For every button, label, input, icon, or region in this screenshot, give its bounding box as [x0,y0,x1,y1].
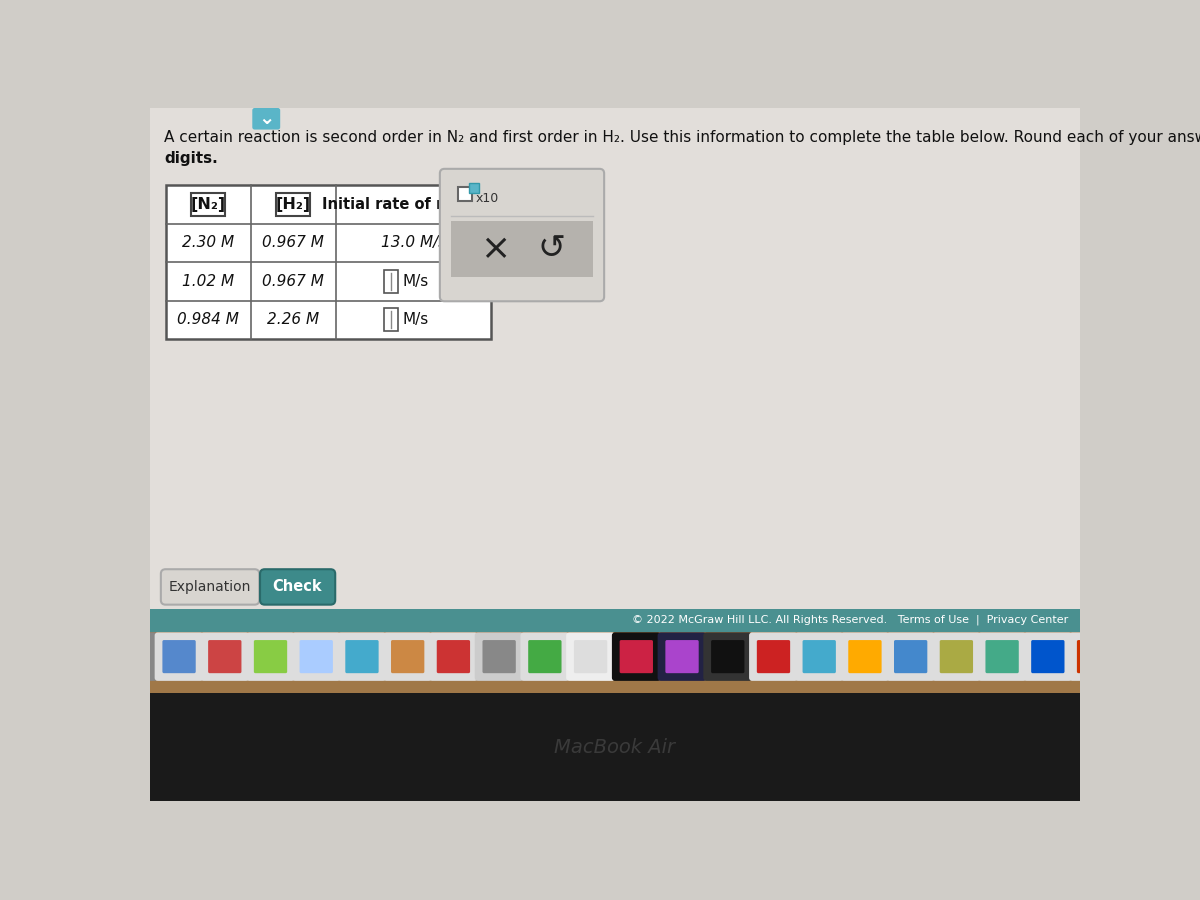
FancyBboxPatch shape [337,633,386,681]
FancyBboxPatch shape [794,633,844,681]
FancyBboxPatch shape [574,640,607,673]
Text: 0.984 M: 0.984 M [178,312,239,328]
Text: Check: Check [272,580,322,594]
Text: digits.: digits. [164,151,217,166]
Text: MacBook Air: MacBook Air [554,738,676,757]
Bar [150,108,1080,608]
FancyBboxPatch shape [1076,640,1110,673]
FancyBboxPatch shape [276,193,311,216]
Text: M/s: M/s [403,312,428,328]
FancyBboxPatch shape [985,640,1019,673]
FancyBboxPatch shape [940,640,973,673]
FancyBboxPatch shape [116,640,150,673]
Text: [H₂]: [H₂] [276,197,311,211]
FancyBboxPatch shape [932,633,980,681]
FancyBboxPatch shape [162,640,196,673]
Bar [150,693,1080,801]
Bar [451,221,593,276]
Text: ↺: ↺ [538,232,565,266]
FancyBboxPatch shape [528,640,562,673]
FancyBboxPatch shape [1031,640,1064,673]
Bar [458,187,473,202]
Text: 13.0 M/s: 13.0 M/s [380,235,446,250]
FancyBboxPatch shape [109,633,157,681]
Text: 2.30 M: 2.30 M [182,235,234,250]
FancyBboxPatch shape [712,640,744,673]
FancyBboxPatch shape [475,633,523,681]
Bar [150,608,1080,632]
Text: 2.26 M: 2.26 M [268,312,319,328]
FancyBboxPatch shape [757,640,790,673]
FancyBboxPatch shape [619,640,653,673]
FancyBboxPatch shape [840,633,889,681]
Text: M/s: M/s [403,274,428,289]
Text: A certain reaction is second order in N₂ and first order in H₂. Use this informa: A certain reaction is second order in N₂… [164,130,1200,145]
FancyBboxPatch shape [437,640,470,673]
FancyBboxPatch shape [300,640,332,673]
Text: 0.967 M: 0.967 M [263,274,324,289]
FancyBboxPatch shape [482,640,516,673]
Text: Initial rate of reaction: Initial rate of reaction [323,197,505,211]
FancyBboxPatch shape [658,633,707,681]
Text: x10: x10 [475,192,499,204]
FancyBboxPatch shape [346,640,379,673]
FancyBboxPatch shape [703,633,752,681]
Text: Explanation: Explanation [168,580,251,594]
FancyBboxPatch shape [200,633,250,681]
FancyBboxPatch shape [612,633,661,681]
Bar [384,270,398,292]
FancyBboxPatch shape [292,633,341,681]
Text: ×: × [480,232,510,266]
FancyBboxPatch shape [1069,633,1118,681]
FancyBboxPatch shape [894,640,928,673]
FancyBboxPatch shape [848,640,882,673]
Text: © 2022 McGraw Hill LLC. All Rights Reserved.   Terms of Use  |  Privacy Center: © 2022 McGraw Hill LLC. All Rights Reser… [632,615,1068,626]
FancyBboxPatch shape [252,108,281,130]
Bar [150,632,1080,693]
Bar [384,308,398,331]
FancyBboxPatch shape [254,640,287,673]
Text: ⌄: ⌄ [258,109,275,129]
Text: 0.967 M: 0.967 M [263,235,324,250]
Bar [166,185,491,339]
FancyBboxPatch shape [191,193,226,216]
FancyBboxPatch shape [1024,633,1073,681]
FancyBboxPatch shape [887,633,935,681]
FancyBboxPatch shape [260,569,335,605]
FancyBboxPatch shape [665,640,698,673]
FancyBboxPatch shape [749,633,798,681]
FancyBboxPatch shape [978,633,1026,681]
Bar [469,184,479,193]
FancyBboxPatch shape [430,633,478,681]
FancyBboxPatch shape [566,633,616,681]
Text: 1.02 M: 1.02 M [182,274,234,289]
FancyBboxPatch shape [391,640,425,673]
FancyBboxPatch shape [440,169,604,302]
FancyBboxPatch shape [208,640,241,673]
FancyBboxPatch shape [246,633,295,681]
FancyBboxPatch shape [155,633,204,681]
Text: [N₂]: [N₂] [191,197,226,211]
FancyBboxPatch shape [803,640,836,673]
FancyBboxPatch shape [161,569,259,605]
FancyBboxPatch shape [383,633,432,681]
FancyBboxPatch shape [521,633,569,681]
